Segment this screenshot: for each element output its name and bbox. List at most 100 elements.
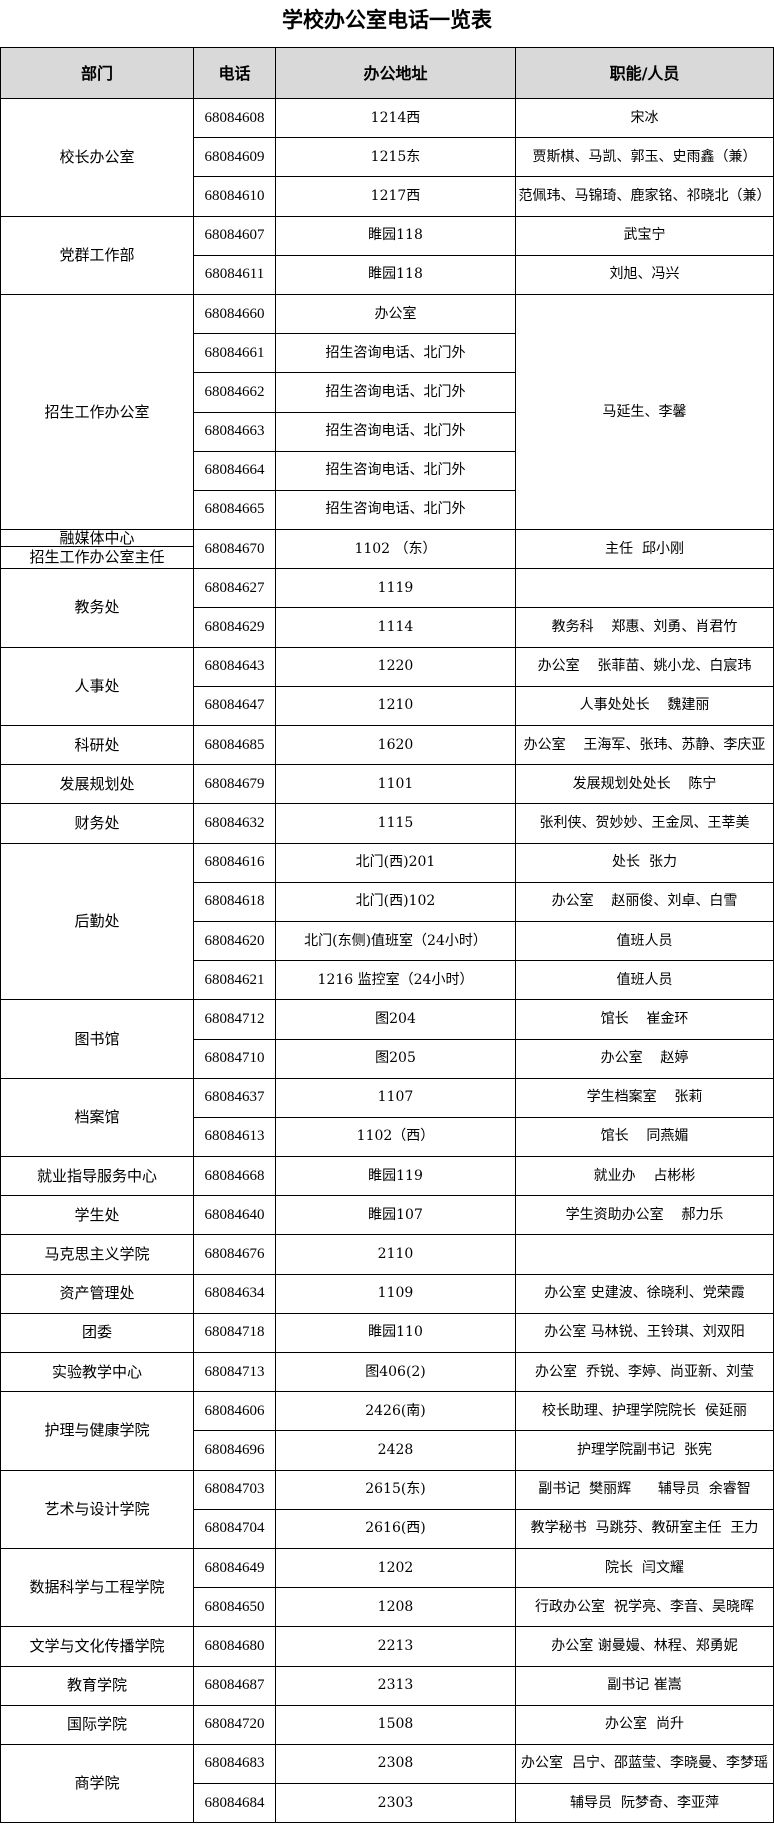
phone-cell: 68084608 xyxy=(193,97,276,139)
address-cell: 睢园118 xyxy=(275,215,516,256)
phone-cell: 68084632 xyxy=(193,803,276,844)
people-cell: 护理学院副书记 张宪 xyxy=(515,1430,774,1471)
address-cell: 北门(东侧)值班室（24小时） xyxy=(275,920,516,962)
address-cell: 1220 xyxy=(275,646,516,687)
table-row: 马克思主义学院 68084676 2110 xyxy=(0,1234,774,1275)
header-phone: 电话 xyxy=(193,47,276,99)
address-cell: 办公室 xyxy=(275,293,516,335)
address-cell: 招生咨询电话、北门外 xyxy=(275,333,516,374)
phone-cell: 68084710 xyxy=(193,1038,276,1079)
phone-cell: 68084629 xyxy=(193,607,276,648)
department-cell: 艺术与设计学院 xyxy=(0,1469,194,1549)
department-cell: 档案馆 xyxy=(0,1077,194,1158)
people-cell: 处长 张力 xyxy=(515,842,774,883)
address-cell: 1102（西） xyxy=(275,1116,516,1158)
address-cell: 图204 xyxy=(275,999,516,1040)
table-row: 后勤处 68084616 北门(西)201 处长 张力 xyxy=(0,842,774,1001)
phone-cell: 68084687 xyxy=(193,1665,276,1706)
table-row: 68084664 招生咨询电话、北门外 xyxy=(1,450,774,491)
table-row: 图书馆 68084712 图204 馆长 崔金环 xyxy=(0,999,774,1079)
people-cell: 办公室 张菲苗、姚小龙、白宸玮 xyxy=(515,646,774,687)
phone-cell: 68084647 xyxy=(193,685,276,727)
department-cell: 国际学院 xyxy=(0,1704,194,1745)
address-cell: 招生咨询电话、北门外 xyxy=(275,450,516,491)
table-row: 68084610 1217西 范佩玮、马锦琦、鹿家铭、祁晓北（兼） xyxy=(1,176,774,217)
people-cell xyxy=(515,568,774,609)
address-cell: 图205 xyxy=(275,1038,516,1079)
phone-cell: 68084660 xyxy=(193,293,276,335)
department-name-secondary: 招生工作办公室主任 xyxy=(29,548,165,567)
people-cell: 副书记 崔嵩 xyxy=(515,1665,774,1706)
department-cell: 就业指导服务中心 xyxy=(0,1156,194,1197)
people-cell: 办公室 史建波、徐晓利、党荣霞 xyxy=(515,1273,774,1314)
address-cell: 1114 xyxy=(275,607,516,648)
header-department: 部门 xyxy=(0,47,194,99)
address-cell: 睢园110 xyxy=(275,1312,516,1354)
phone-cell: 68084670 xyxy=(193,529,276,570)
table-row: 68084621 1216 监控室（24小时） 值班人员 xyxy=(1,960,774,1001)
address-cell: 1101 xyxy=(275,764,516,805)
department-cell: 人事处 xyxy=(0,646,194,727)
phone-cell: 68084662 xyxy=(193,372,276,413)
table-row: 68084620 北门(东侧)值班室（24小时） 值班人员 xyxy=(1,920,774,962)
department-cell: 招生工作办公室 xyxy=(0,293,194,531)
people-cell: 范佩玮、马锦琦、鹿家铭、祁晓北（兼） xyxy=(515,176,774,217)
people-cell: 办公室 尚升 xyxy=(515,1704,774,1745)
table-row: 国际学院 68084720 1508 办公室 尚升 xyxy=(0,1704,774,1745)
address-cell: 1215东 xyxy=(275,137,516,178)
people-cell: 办公室 马林锐、王铃琪、刘双阳 xyxy=(515,1312,774,1354)
phone-cell: 68084668 xyxy=(193,1156,276,1197)
people-cell: 办公室 王海军、张玮、苏静、李庆亚 xyxy=(515,724,774,766)
table-row: 68084661 招生咨询电话、北门外 xyxy=(1,333,774,374)
table-row: 文学与文化传播学院 68084680 2213 办公室 谢曼嫚、林程、郑勇妮 xyxy=(0,1626,774,1667)
address-cell: 1107 xyxy=(275,1077,516,1118)
phone-cell: 68084684 xyxy=(193,1783,276,1824)
people-cell: 就业办 占彬彬 xyxy=(515,1156,774,1197)
department-cell: 团委 xyxy=(0,1312,194,1354)
department-cell: 校长办公室 xyxy=(0,98,194,217)
department-split: 融媒体中心 招生工作办公室主任 xyxy=(1,531,193,568)
people-cell: 值班人员 xyxy=(515,920,774,962)
table-header-row: 部门 电话 办公地址 职能/人员 xyxy=(0,47,774,99)
people-cell: 宋冰 xyxy=(515,97,774,139)
department-cell: 护理与健康学院 xyxy=(0,1391,194,1471)
phone-cell: 68084664 xyxy=(193,450,276,491)
address-cell: 2426(南) xyxy=(275,1391,516,1432)
phone-cell: 68084685 xyxy=(193,724,276,766)
table-row: 科研处 68084685 1620 办公室 王海军、张玮、苏静、李庆亚 xyxy=(0,724,774,766)
phone-cell: 68084696 xyxy=(193,1430,276,1471)
page-title: 学校办公室电话一览表 xyxy=(282,7,492,32)
people-cell: 马延生、李馨 xyxy=(515,293,774,531)
table-row: 数据科学与工程学院 68084649 1202 院长 闫文耀 xyxy=(0,1547,774,1628)
phone-cell: 68084640 xyxy=(193,1195,276,1236)
phone-cell: 68084606 xyxy=(193,1391,276,1432)
department-cell: 资产管理处 xyxy=(0,1273,194,1314)
phone-cell: 68084665 xyxy=(193,489,276,531)
people-cell: 馆长 同燕媚 xyxy=(515,1116,774,1158)
table-row: 68084629 1114 教务科 郑惠、刘勇、肖君竹 xyxy=(1,607,774,648)
table-row: 护理与健康学院 68084606 2426(南) 校长助理、护理学院院长 侯延丽 xyxy=(0,1391,774,1471)
table-row: 实验教学中心 68084713 图406(2) 办公室 乔锐、李婷、尚亚新、刘莹 xyxy=(0,1351,774,1393)
table-row: 学生处 68084640 睢园107 学生资助办公室 郝力乐 xyxy=(0,1195,774,1236)
phone-cell: 68084613 xyxy=(193,1116,276,1158)
address-cell: 1216 监控室（24小时） xyxy=(275,960,516,1001)
people-cell: 学生档案室 张莉 xyxy=(515,1077,774,1118)
department-cell: 商学院 xyxy=(0,1743,194,1824)
table-row: 教育学院 68084687 2313 副书记 崔嵩 xyxy=(0,1665,774,1706)
people-cell: 主任 邱小刚 xyxy=(515,529,774,570)
phone-cell: 68084713 xyxy=(193,1351,276,1393)
people-cell: 办公室 乔锐、李婷、尚亚新、刘莹 xyxy=(515,1351,774,1393)
phone-cell: 68084704 xyxy=(193,1508,276,1549)
department-cell: 实验教学中心 xyxy=(0,1351,194,1393)
people-cell: 办公室 吕宁、邵蓝莹、李晓曼、李梦瑶 xyxy=(515,1743,774,1785)
address-cell: 1202 xyxy=(275,1547,516,1589)
phone-cell: 68084683 xyxy=(193,1743,276,1785)
address-cell: 1217西 xyxy=(275,176,516,217)
table-row: 就业指导服务中心 68084668 睢园119 就业办 占彬彬 xyxy=(0,1156,774,1197)
phone-cell: 68084650 xyxy=(193,1587,276,1628)
table-row: 教务处 68084627 1119 xyxy=(0,568,774,648)
phone-cell: 68084676 xyxy=(193,1234,276,1275)
table-row: 68084609 1215东 贾斯棋、马凯、郭玉、史雨鑫（兼） xyxy=(1,137,774,178)
phone-cell: 68084649 xyxy=(193,1547,276,1589)
address-cell: 1620 xyxy=(275,724,516,766)
